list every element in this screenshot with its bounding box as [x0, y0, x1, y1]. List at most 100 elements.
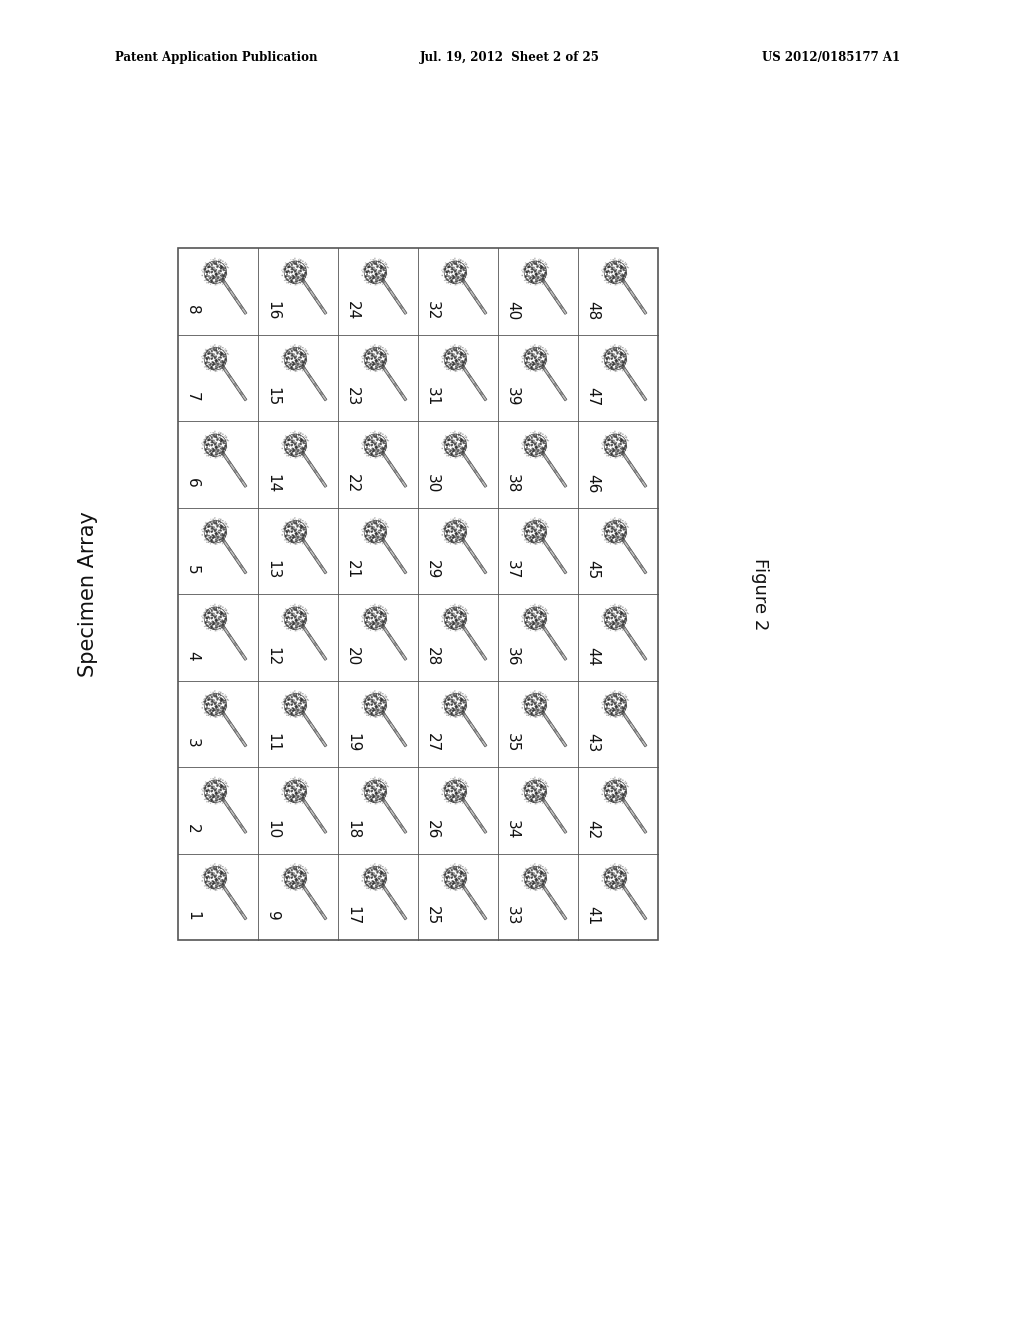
- Point: [370, 694, 386, 715]
- Point: [212, 442, 228, 463]
- Point: [203, 689, 219, 710]
- Point: [620, 602, 636, 623]
- Point: [600, 515, 616, 536]
- Point: [523, 444, 540, 465]
- Point: [296, 525, 312, 546]
- Point: [437, 777, 454, 799]
- Point: [527, 523, 544, 544]
- Point: [367, 259, 383, 280]
- Point: [444, 787, 461, 808]
- Point: [198, 352, 214, 374]
- Point: [373, 512, 389, 533]
- Point: [285, 874, 301, 895]
- Point: [598, 441, 614, 462]
- Point: [218, 433, 234, 454]
- Point: [443, 445, 460, 466]
- Point: [362, 862, 379, 883]
- Point: [530, 269, 547, 290]
- Point: [597, 347, 613, 368]
- Point: [607, 696, 624, 717]
- Point: [296, 438, 312, 459]
- Point: [531, 263, 548, 284]
- Point: [364, 875, 380, 896]
- Point: [612, 693, 629, 714]
- Point: [616, 783, 633, 804]
- Point: [217, 345, 233, 366]
- Point: [211, 867, 227, 888]
- Point: [283, 768, 299, 789]
- Point: [287, 787, 303, 808]
- Point: [278, 602, 294, 623]
- Point: [516, 689, 532, 710]
- Point: [276, 862, 293, 883]
- Point: [368, 870, 384, 891]
- Point: [211, 776, 227, 797]
- Point: [287, 422, 303, 444]
- Point: [356, 525, 373, 546]
- Point: [435, 519, 452, 540]
- Point: [436, 429, 453, 450]
- Point: [536, 791, 552, 812]
- Point: [215, 857, 231, 878]
- Point: [608, 702, 625, 723]
- Point: [455, 619, 471, 640]
- Point: [453, 517, 469, 539]
- Point: [198, 269, 214, 290]
- Point: [279, 615, 295, 636]
- Point: [449, 700, 465, 721]
- Point: [607, 869, 624, 890]
- Point: [597, 865, 613, 886]
- Point: [196, 775, 212, 796]
- Polygon shape: [547, 286, 552, 292]
- Point: [450, 271, 466, 292]
- Point: [612, 524, 629, 545]
- Point: [438, 348, 455, 370]
- Point: [537, 260, 553, 281]
- Point: [530, 768, 547, 789]
- Point: [451, 255, 467, 276]
- Point: [458, 603, 474, 624]
- Point: [285, 259, 301, 280]
- Point: [377, 346, 393, 367]
- Point: [453, 685, 469, 706]
- Point: [603, 527, 620, 548]
- Point: [285, 422, 301, 444]
- Point: [610, 510, 627, 531]
- Point: [530, 249, 547, 271]
- Point: [355, 607, 372, 628]
- Point: [198, 425, 214, 446]
- Point: [453, 422, 469, 444]
- Point: [294, 273, 310, 294]
- Point: [532, 705, 549, 726]
- Point: [612, 688, 629, 709]
- Point: [536, 359, 552, 380]
- Point: [437, 690, 454, 711]
- Point: [361, 255, 378, 276]
- Point: [528, 513, 545, 535]
- Point: [378, 688, 394, 709]
- Point: [520, 603, 537, 624]
- Point: [207, 248, 223, 269]
- Point: [217, 523, 233, 544]
- Point: [292, 788, 308, 809]
- Point: [442, 525, 459, 546]
- Point: [196, 602, 212, 623]
- Point: [197, 789, 213, 810]
- Point: [455, 704, 471, 725]
- Point: [378, 341, 394, 362]
- Point: [608, 783, 625, 804]
- Point: [608, 251, 625, 272]
- Point: [444, 693, 461, 714]
- Point: [290, 697, 306, 718]
- Point: [600, 599, 616, 620]
- Point: [299, 264, 315, 285]
- Point: [288, 253, 304, 275]
- Point: [453, 855, 469, 876]
- Point: [205, 508, 221, 529]
- Point: [284, 774, 300, 795]
- Point: [539, 524, 555, 545]
- Point: [358, 261, 375, 282]
- Point: [436, 875, 453, 896]
- Point: [213, 770, 229, 791]
- Point: [519, 429, 536, 450]
